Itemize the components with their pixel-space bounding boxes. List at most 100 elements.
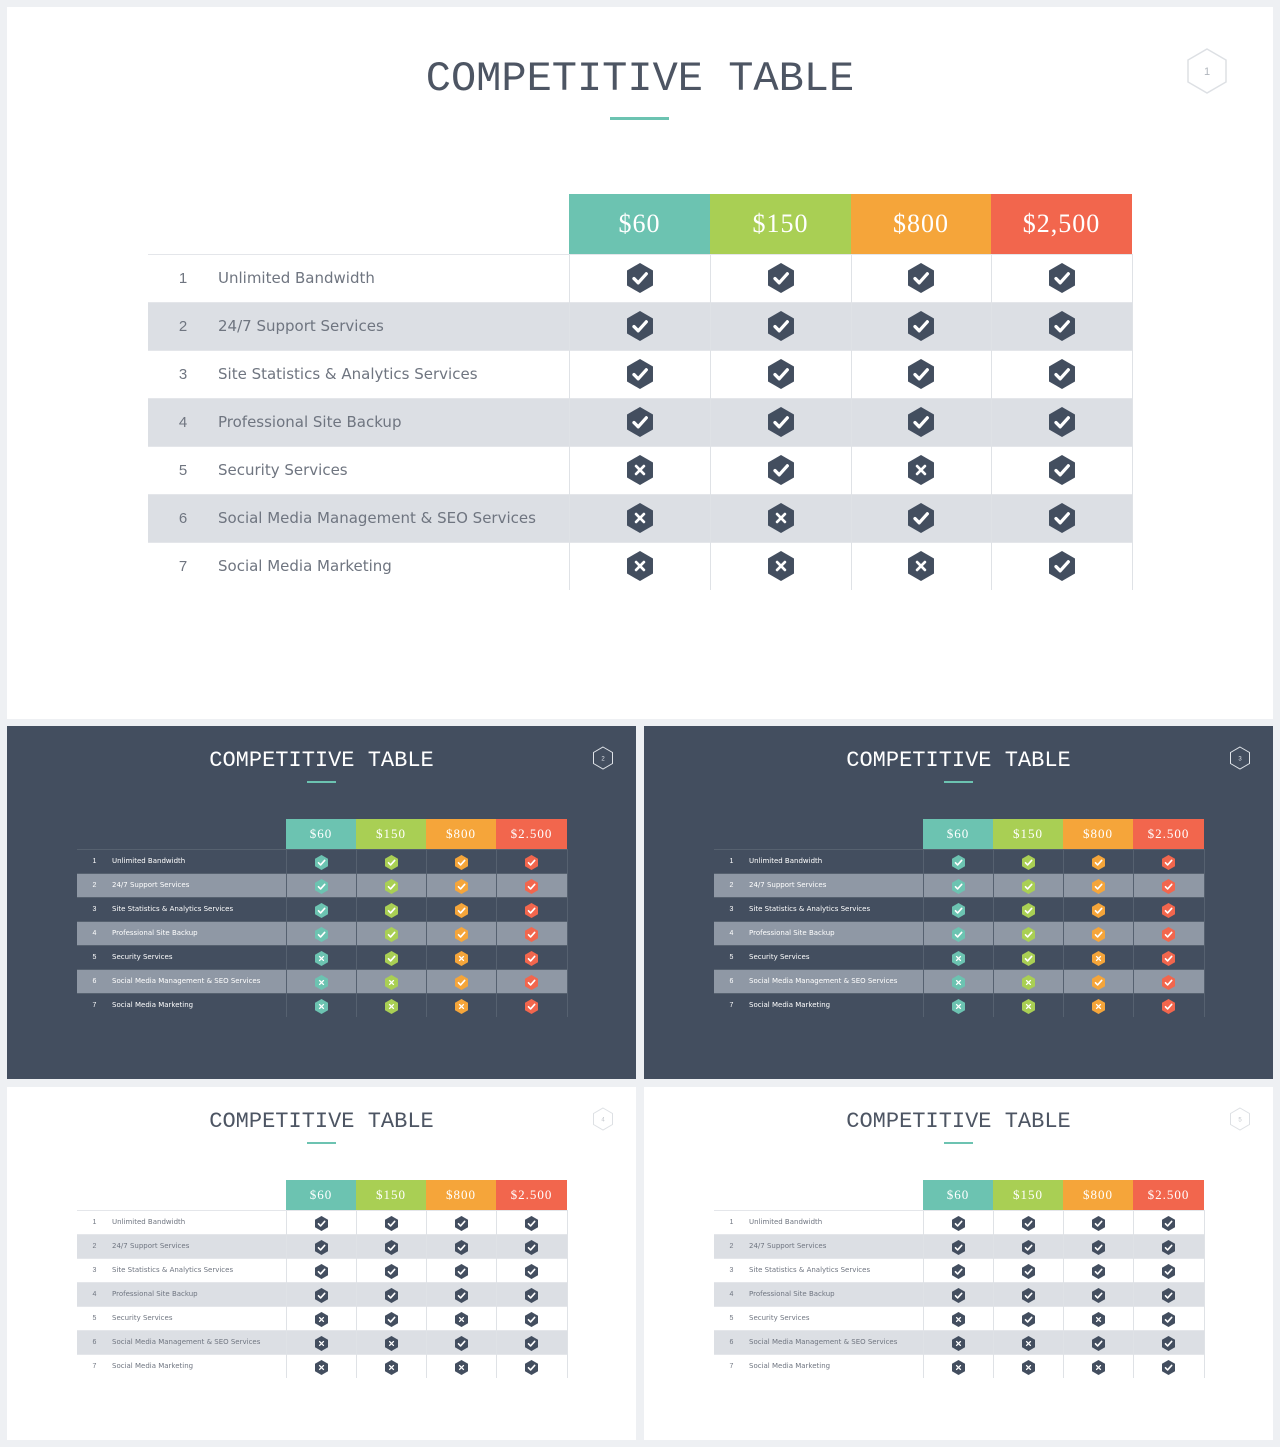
mark-cell (922, 1257, 993, 1282)
price-header-1: $60 (923, 819, 993, 849)
table-row: 5 Security Services (77, 1305, 568, 1330)
mark-cell (495, 920, 568, 945)
mark-cell (355, 992, 426, 1017)
mark-cell (568, 253, 710, 302)
cross-hexagon-icon (314, 950, 328, 966)
slide-1[interactable]: COMPETITIVE TABLE 1 $60 $150 $800 $2,500 1 Un… (7, 7, 1273, 719)
check-hexagon-icon (525, 1263, 538, 1279)
mark-cell (1132, 1329, 1205, 1354)
check-hexagon-icon (454, 1335, 468, 1351)
mark-cell (1132, 848, 1205, 873)
row-number: 1 (148, 253, 218, 302)
check-hexagon-icon (314, 878, 328, 894)
mark-cell (1062, 968, 1133, 993)
mark-cell (425, 920, 496, 945)
check-hexagon-icon (626, 359, 653, 389)
row-number: 2 (77, 872, 112, 897)
mark-cell (1062, 872, 1133, 897)
mark-cell (1062, 896, 1133, 921)
row-number: 2 (77, 1233, 112, 1258)
title-rule (307, 781, 336, 783)
table-row: 1 Unlimited Bandwidth (77, 848, 568, 873)
mark-cell (922, 1305, 993, 1330)
header-spacer (77, 1180, 286, 1210)
page-number: 2 (601, 757, 605, 763)
title-rule (610, 117, 669, 120)
mark-cell (425, 848, 496, 873)
row-number: 4 (77, 1281, 112, 1306)
mark-cell (922, 920, 993, 945)
feature-label: 24/7 Support Services (112, 1233, 286, 1258)
table-row: 4 Professional Site Backup (77, 1281, 568, 1306)
mark-cell (709, 301, 851, 350)
mark-cell (285, 1209, 356, 1234)
check-hexagon-icon (951, 926, 965, 942)
mark-cell (1062, 1257, 1133, 1282)
row-number: 6 (714, 968, 749, 993)
table-row: 4 Professional Site Backup (148, 397, 1133, 446)
slide-4[interactable]: COMPETITIVE TABLE 4 $60 $150 $800 $2.500 1 Un… (7, 1087, 636, 1440)
mark-cell (709, 493, 851, 542)
slide-3[interactable]: COMPETITIVE TABLE 3 $60 $150 $800 $2.500 1 Un… (644, 726, 1273, 1079)
check-hexagon-icon (314, 1287, 328, 1303)
price-header-2: $150 (356, 1180, 426, 1210)
slide-title: COMPETITIVE TABLE (425, 55, 855, 103)
mark-cell (495, 1257, 568, 1282)
feature-label: Site Statistics & Analytics Services (112, 1257, 286, 1282)
mark-cell (285, 872, 356, 897)
mark-cell (495, 992, 568, 1017)
table-row: 5 Security Services (714, 944, 1205, 969)
competitive-table: $60 $150 $800 $2,500 1 Unlimited Bandwidth 2 24… (148, 194, 1133, 590)
row-number: 6 (77, 1329, 112, 1354)
mark-cell (355, 1257, 426, 1282)
row-number: 1 (714, 1209, 749, 1234)
slide-5[interactable]: COMPETITIVE TABLE 5 $60 $150 $800 $2.500 1 Un… (644, 1087, 1273, 1440)
row-number: 7 (148, 541, 218, 590)
check-hexagon-icon (1162, 878, 1175, 894)
header-spacer (77, 819, 286, 849)
slide-title: COMPETITIVE TABLE (209, 1109, 434, 1134)
mark-cell (990, 445, 1133, 494)
mark-cell (992, 848, 1063, 873)
check-hexagon-icon (525, 1239, 538, 1255)
cross-hexagon-icon (454, 1359, 468, 1375)
feature-label: Social Media Management & SEO Services (749, 1329, 923, 1354)
check-hexagon-icon (1162, 974, 1175, 990)
mark-cell (285, 1257, 356, 1282)
check-hexagon-icon (314, 902, 328, 918)
cross-hexagon-icon (314, 1311, 328, 1327)
mark-cell (992, 1353, 1063, 1378)
check-hexagon-icon (525, 1215, 538, 1231)
feature-label: Social Media Management & SEO Services (112, 1329, 286, 1354)
feature-label: Social Media Management & SEO Services (112, 968, 286, 993)
check-hexagon-icon (454, 926, 468, 942)
check-hexagon-icon (1162, 1263, 1175, 1279)
mark-cell (990, 253, 1133, 302)
mark-cell (709, 349, 851, 398)
cross-hexagon-icon (384, 1359, 398, 1375)
mark-cell (1062, 848, 1133, 873)
mark-cell (1132, 1209, 1205, 1234)
feature-label: Security Services (112, 1305, 286, 1330)
mark-cell (355, 1233, 426, 1258)
mark-cell (1062, 1353, 1133, 1378)
table-row: 7 Social Media Marketing (714, 992, 1205, 1017)
row-number: 4 (77, 920, 112, 945)
mark-cell (992, 1305, 1063, 1330)
table-row: 3 Site Statistics & Analytics Services (77, 896, 568, 921)
check-hexagon-icon (1091, 1287, 1105, 1303)
row-number: 3 (714, 1257, 749, 1282)
feature-label: Professional Site Backup (112, 920, 286, 945)
check-hexagon-icon (908, 407, 934, 437)
slide-2[interactable]: COMPETITIVE TABLE 2 $60 $150 $800 $2.500 1 Un… (7, 726, 636, 1079)
check-hexagon-icon (525, 1287, 538, 1303)
check-hexagon-icon (454, 1239, 468, 1255)
check-hexagon-icon (1048, 311, 1075, 341)
check-hexagon-icon (1091, 902, 1105, 918)
feature-label: 24/7 Support Services (749, 872, 923, 897)
cross-hexagon-icon (314, 998, 328, 1014)
check-hexagon-icon (1021, 950, 1035, 966)
table-row: 5 Security Services (714, 1305, 1205, 1330)
price-header-2: $150 (710, 194, 851, 254)
check-hexagon-icon (1091, 974, 1105, 990)
